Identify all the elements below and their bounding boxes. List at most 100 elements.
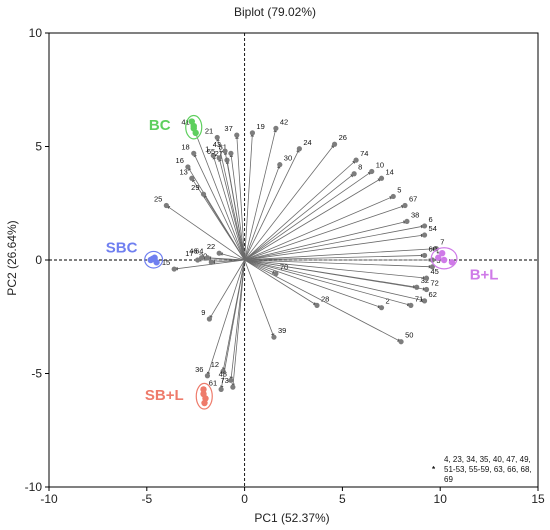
loading-line	[244, 248, 437, 261]
loading-label: 25	[154, 195, 162, 204]
loading-line	[244, 234, 425, 261]
loading-point	[402, 202, 408, 209]
x-tick-label: 5	[339, 492, 346, 506]
loading-line	[244, 177, 382, 261]
loading-line	[230, 153, 245, 261]
loading-line	[244, 259, 277, 274]
loading-point	[208, 259, 214, 265]
y-tick-label: 5	[35, 140, 42, 154]
loading-line	[174, 259, 245, 270]
loading-point	[191, 150, 197, 156]
loading-label: 50	[405, 331, 413, 340]
loading-label: 6	[429, 215, 433, 224]
loading-line	[244, 259, 427, 290]
loading-label: 13	[179, 167, 187, 176]
loading-line	[244, 196, 394, 261]
loading-point	[390, 193, 396, 200]
loading-line	[244, 259, 402, 343]
loading-point	[204, 255, 211, 261]
x-tick-label: 0	[241, 492, 248, 506]
group-ellipse-sbc	[144, 250, 164, 269]
group-label-sbc: SBC	[106, 240, 138, 257]
loading-label: 7	[440, 238, 444, 247]
loading-point	[171, 266, 177, 272]
group-label-b-l: B+L	[470, 266, 499, 283]
loading-line	[244, 259, 318, 306]
loading-line	[244, 143, 335, 261]
loading-line	[236, 135, 245, 261]
footnote-line: 69	[444, 475, 453, 484]
loading-label: 45	[431, 267, 439, 276]
loading-line	[193, 153, 245, 261]
loading-line	[244, 259, 427, 279]
x-tick-label: -5	[141, 492, 152, 506]
loading-line	[244, 148, 300, 261]
loading-label: 61	[209, 378, 217, 387]
group-label-bc: BC	[149, 117, 171, 134]
loading-point	[273, 271, 279, 277]
loading-label: 2	[386, 297, 390, 306]
loading-label: 9	[201, 308, 205, 317]
loading-point	[216, 155, 222, 161]
loading-label: 74	[360, 149, 368, 158]
loading-line	[216, 137, 245, 261]
loading-point	[210, 152, 216, 159]
loading-line	[230, 259, 245, 381]
loading-point	[408, 302, 414, 308]
loading-point	[204, 373, 211, 379]
loading-point	[271, 334, 277, 340]
loading-label: 42	[280, 117, 288, 126]
loading-label: 72	[431, 279, 439, 288]
loading-line	[244, 164, 281, 261]
loading-point	[249, 130, 256, 136]
loading-point	[234, 132, 240, 138]
loading-point	[421, 232, 428, 238]
footnote-line: 4, 23, 34, 35, 40, 47, 49,	[444, 455, 531, 464]
loading-point	[421, 298, 428, 304]
loading-point	[423, 275, 430, 281]
loading-point	[296, 146, 302, 152]
loading-point	[195, 257, 201, 263]
loading-point	[214, 134, 220, 141]
loading-label: 17	[185, 249, 193, 258]
loading-line	[244, 205, 406, 261]
loading-point	[378, 175, 385, 181]
loading-line	[207, 259, 245, 376]
loading-label: 14	[386, 167, 394, 176]
group-point-sb-l	[201, 399, 208, 407]
loading-point	[273, 125, 279, 131]
loading-line	[218, 157, 245, 261]
loading-label: 37	[224, 124, 232, 133]
loading-label: 16	[176, 156, 184, 165]
loading-label: 21	[205, 126, 213, 135]
loading-label: 39	[278, 326, 286, 335]
y-tick-label: -5	[31, 367, 42, 381]
loading-label: 29	[191, 183, 199, 192]
loading-vectors: 1235678910121314151617181920212224252627…	[154, 117, 444, 392]
x-tick-label: 10	[434, 492, 448, 506]
loading-label: 5	[397, 185, 401, 194]
loading-line	[244, 255, 425, 261]
loading-line	[193, 128, 245, 261]
group-label-sb-l: SB+L	[145, 387, 184, 404]
loading-point	[331, 141, 338, 147]
loading-point	[218, 386, 224, 392]
group-point-b-l	[435, 254, 442, 261]
loading-label: 65	[207, 147, 215, 156]
loading-line	[209, 259, 245, 320]
loading-line	[244, 173, 355, 261]
loading-line	[211, 259, 245, 263]
loading-label: 24	[303, 138, 311, 147]
group-point-b-l	[438, 249, 446, 257]
loading-line	[207, 257, 245, 261]
loading-line	[203, 193, 245, 261]
footnote-symbol: *	[432, 465, 436, 474]
loading-label: *	[436, 249, 439, 258]
loading-label: 67	[409, 195, 417, 204]
loading-point	[421, 252, 428, 259]
loading-line	[244, 259, 411, 306]
loading-point	[189, 175, 195, 181]
loading-point	[351, 171, 357, 177]
loading-label: 38	[411, 210, 419, 219]
